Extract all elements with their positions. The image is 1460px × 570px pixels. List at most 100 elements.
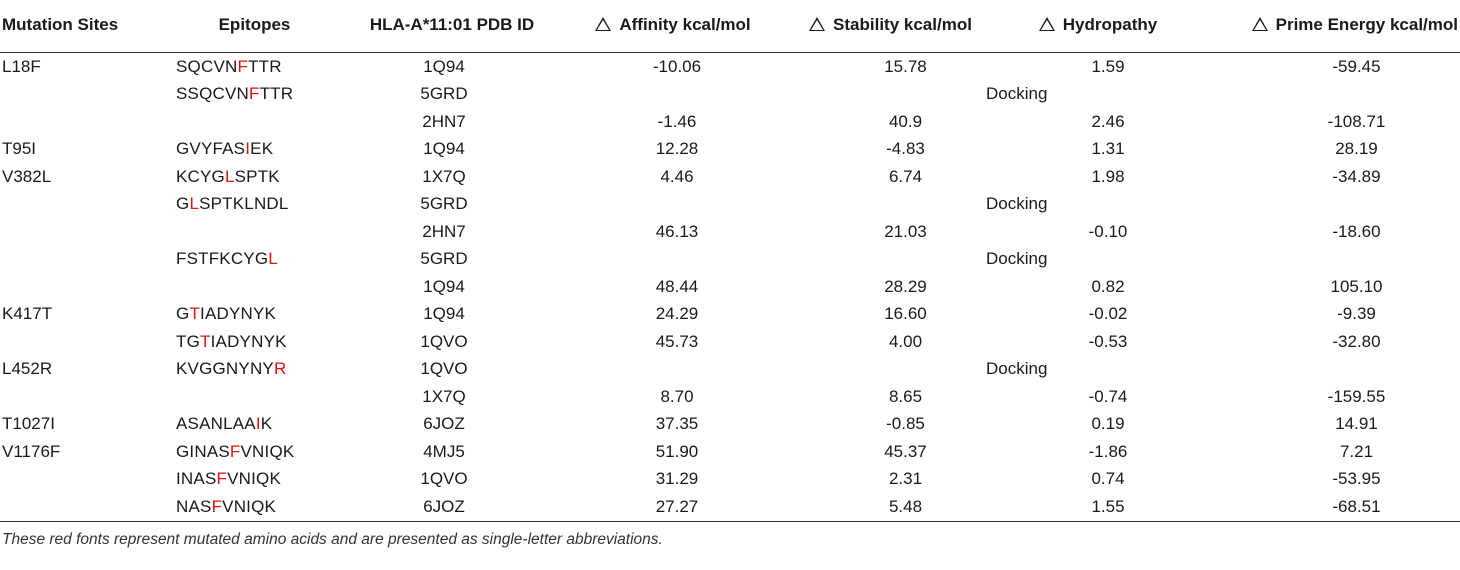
pdb-id-cell: 5GRD: [420, 84, 468, 104]
mutation-site-cell: T95I: [2, 139, 37, 159]
affinity-cell: 48.44: [655, 276, 699, 296]
epitope-table: Mutation Sites Epitopes HLA-A*11:01 PDB …: [0, 0, 1460, 522]
stability-cell: 45.37: [884, 441, 927, 461]
stability-cell: 5.48: [778, 493, 1003, 522]
mutated-residue: I: [255, 414, 261, 434]
prime-energy-cell: -108.71: [1327, 111, 1386, 131]
epitope-cell: KCYGLSPTK: [173, 163, 336, 191]
prime-energy-cell: -34.89: [1332, 166, 1381, 186]
affinity-cell: 8.70: [660, 386, 694, 406]
affinity-cell: 51.90: [655, 441, 699, 461]
prime-energy-cell: -159.55: [1327, 386, 1386, 406]
pdb-id-cell: 1Q94: [423, 276, 465, 296]
affinity-cell: 12.28: [655, 139, 699, 159]
epitope-prefix: GVYFAS: [176, 139, 246, 159]
epitope-suffix: EK: [250, 139, 274, 159]
mutation-site-cell: L452R: [2, 359, 53, 379]
mutation-site-cell: V1176F: [2, 441, 61, 461]
pdb-id-cell: 1QVO: [420, 469, 468, 489]
stability-cell: 28.29: [884, 276, 927, 296]
prime-energy-cell: 105.10: [1330, 276, 1383, 296]
mutation-site-cell: [0, 493, 173, 522]
epitope-cell: SQCVNFTTR: [173, 53, 336, 81]
epitope-prefix: ASANLAA: [176, 414, 256, 434]
header-epitopes: Epitopes: [173, 0, 336, 53]
mutation-site-cell: [0, 383, 173, 411]
stability-cell: 4.00: [888, 331, 923, 351]
pdb-id-cell: 2HN7: [422, 221, 466, 241]
epitope-cell: GVYFASIEK: [173, 136, 336, 164]
stability-cell: 16.60: [884, 304, 927, 324]
prime-energy-cell: -9.39: [1337, 304, 1376, 324]
pdb-id-cell: 1X7Q: [422, 386, 466, 406]
epitope-cell: INASFVNIQK: [173, 466, 336, 494]
epitope-suffix: SPTK: [234, 166, 280, 186]
epitope-prefix: GINAS: [176, 441, 230, 461]
prime-energy-cell: -59.45: [1332, 56, 1381, 76]
table-row: FSTFKCYGL 5GRD Docking: [0, 246, 1460, 274]
table-header: Mutation Sites Epitopes HLA-A*11:01 PDB …: [0, 0, 1460, 53]
mutation-site-cell: [0, 466, 173, 494]
pdb-id-cell: 1Q94: [423, 304, 465, 324]
mutated-residue: L: [189, 194, 200, 214]
delta-icon: [809, 17, 826, 31]
epitope-prefix: FSTFKCYG: [176, 249, 269, 269]
pdb-id-cell: 1X7Q: [422, 166, 466, 186]
delta-icon: [595, 17, 612, 31]
stability-cell: 2.31: [888, 469, 923, 489]
table-row: L452R KVGGNYNYR 1QVO Docking: [0, 356, 1460, 384]
hydropathy-cell: 1.31: [1091, 139, 1125, 159]
epitope-cell: [173, 383, 336, 411]
mutation-site-cell: [0, 328, 173, 356]
header-affinity: Affinity kcal/mol: [568, 0, 778, 53]
mutation-site-cell: [0, 81, 173, 109]
hydropathy-cell: -1.86: [1088, 441, 1128, 461]
header-mutation-sites: Mutation Sites: [0, 0, 173, 53]
docking-cell: Docking: [986, 249, 1048, 269]
table-row: 2HN7 -1.46 40.9 2.46 -108.71: [0, 108, 1460, 136]
table-row: 1Q94 48.44 28.29 0.82 105.10: [0, 273, 1460, 301]
stability-cell: -4.83: [886, 139, 925, 159]
hydropathy-cell: -0.10: [1088, 221, 1128, 241]
header-stability: Stability kcal/mol: [778, 0, 1003, 53]
mutation-site-cell: [0, 108, 173, 136]
affinity-cell: -10.06: [652, 56, 702, 76]
mutation-site-cell: K417T: [2, 304, 53, 324]
pdb-id-cell: 2HN7: [422, 111, 466, 131]
hydropathy-cell: 0.74: [1091, 469, 1125, 489]
epitope-suffix: IADYNYK: [200, 304, 277, 324]
affinity-cell: 37.35: [655, 414, 699, 434]
stability-cell: 15.78: [884, 56, 927, 76]
table-row: TGTIADYNYK 1QVO 45.73 4.00 -0.53 -32.80: [0, 328, 1460, 356]
stability-cell: 8.65: [888, 386, 923, 406]
mutation-site-cell: [0, 191, 173, 219]
epitope-cell: SSQCVNFTTR: [173, 81, 336, 109]
mutated-residue: R: [273, 359, 287, 379]
prime-energy-cell: -68.51: [1193, 493, 1460, 522]
mutated-residue: T: [189, 304, 201, 324]
hydropathy-cell: 1.55: [1003, 493, 1193, 522]
header-prime-energy: Prime Energy kcal/mol: [1193, 0, 1460, 53]
pdb-id-cell: 1Q94: [423, 56, 465, 76]
mutation-site-cell: T1027I: [2, 414, 55, 434]
stability-cell: 21.03: [884, 221, 927, 241]
mutation-site-cell: L18F: [2, 56, 41, 76]
mutated-residue: F: [249, 84, 260, 104]
epitope-cell: ASANLAAIK: [173, 411, 336, 439]
table-row: L18F SQCVNFTTR 1Q94 -10.06 15.78 1.59 -59.45: [0, 53, 1460, 81]
epitope-cell: [173, 273, 336, 301]
mutated-residue: F: [216, 469, 228, 489]
prime-energy-cell: 7.21: [1339, 441, 1374, 461]
prime-energy-cell: -18.60: [1332, 221, 1381, 241]
epitope-prefix: SQCVN: [176, 56, 238, 76]
epitope-cell: KVGGNYNYR: [173, 356, 336, 384]
mutated-residue: F: [237, 56, 249, 76]
hydropathy-cell: -0.53: [1088, 331, 1128, 351]
table-row: NASFVNIQK 6JOZ 27.27 5.48 1.55 -68.51: [0, 493, 1460, 522]
pdb-id-cell: 6JOZ: [423, 414, 465, 434]
epitope-prefix: SSQCVN: [176, 84, 249, 104]
hydropathy-cell: -0.74: [1088, 386, 1128, 406]
mutated-residue: I: [245, 139, 251, 159]
pdb-id-cell: 5GRD: [420, 194, 468, 214]
